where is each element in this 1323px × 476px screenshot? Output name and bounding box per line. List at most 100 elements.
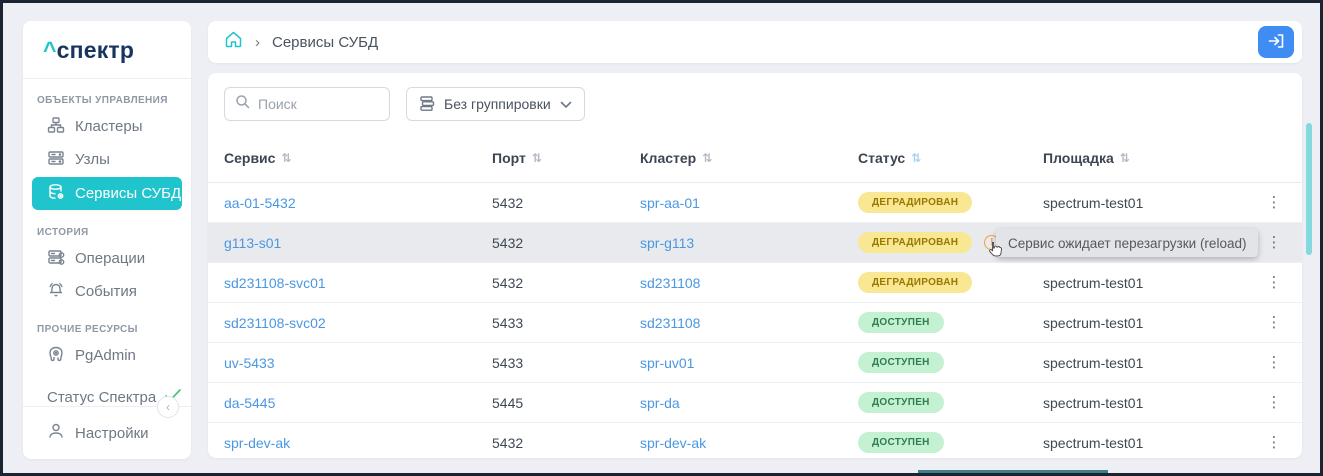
status-badge: ДЕГРАДИРОВАН: [858, 232, 973, 253]
logo-text: спектр: [56, 37, 135, 63]
site-value: spectrum-test01: [1043, 194, 1144, 211]
chevron-left-icon: ‹: [166, 400, 170, 414]
sort-icon[interactable]: ⇅: [702, 150, 713, 165]
status-badge: ДЕГРАДИРОВАН: [858, 272, 973, 293]
row-menu-button[interactable]: ⋮: [1266, 193, 1282, 211]
service-link[interactable]: da-5445: [224, 394, 276, 411]
sidebar-item-label: Узлы: [75, 151, 110, 168]
sidebar-section-history: ИСТОРИЯ: [37, 227, 89, 238]
sidebar-item-events[interactable]: События: [23, 275, 191, 308]
row-menu-button[interactable]: ⋮: [1266, 233, 1282, 251]
status-badge: ДОСТУПЕН: [858, 432, 944, 453]
column-header-service[interactable]: Сервис ⇅: [224, 150, 492, 166]
search-input[interactable]: [258, 96, 368, 112]
column-header-port[interactable]: Порт ⇅: [492, 150, 640, 166]
cluster-link[interactable]: sd231108: [640, 314, 701, 331]
table-header-row: Сервис ⇅ Порт ⇅ Кластер ⇅ Статус ⇅ Площадка ⇅: [208, 133, 1302, 183]
table-row: sd231108-svc01 5432 sd231108 ДЕГРАДИРОВА…: [208, 263, 1302, 303]
sidebar-item-clusters[interactable]: Кластеры: [23, 110, 191, 143]
user-icon: [47, 422, 65, 444]
services-panel: Без группировки Сервис ⇅ Порт ⇅ Кластер ⇅ С…: [208, 73, 1302, 463]
service-link[interactable]: spr-dev-ak: [224, 434, 291, 451]
grouping-select[interactable]: Без группировки: [406, 87, 585, 121]
search-icon: [235, 94, 250, 114]
cluster-link[interactable]: spr-aa-01: [640, 194, 700, 211]
home-icon[interactable]: [224, 30, 243, 54]
sidebar-section-other: ПРОЧИЕ РЕСУРСЫ: [37, 324, 138, 335]
port-value: 5432: [492, 434, 524, 451]
sort-icon[interactable]: ⇅: [531, 150, 542, 165]
sidebar-item-label: События: [75, 283, 137, 300]
breadcrumb-bar: › Сервисы СУБД: [208, 21, 1302, 63]
service-link[interactable]: uv-5433: [224, 354, 275, 371]
column-label: Порт: [492, 149, 526, 166]
port-value: 5433: [492, 354, 524, 371]
grouping-icon: [419, 95, 435, 114]
breadcrumb-separator: ›: [255, 33, 260, 51]
column-label: Сервис: [224, 149, 276, 166]
site-value: spectrum-test01: [1043, 434, 1144, 451]
site-value: spectrum-test01: [1043, 394, 1144, 411]
column-label: Кластер: [640, 149, 697, 166]
column-label: Статус: [858, 149, 906, 166]
column-header-cluster[interactable]: Кластер ⇅: [640, 150, 858, 166]
cluster-link[interactable]: sd231108: [640, 274, 701, 291]
service-link[interactable]: aa-01-5432: [224, 194, 296, 211]
sidebar-item-label: Сервисы СУБД: [75, 185, 182, 202]
table-row: uv-5433 5433 spr-uv01 ДОСТУПЕН spectrum-…: [208, 343, 1302, 383]
table-row: spr-dev-ak 5432 spr-dev-ak ДОСТУПЕН spec…: [208, 423, 1302, 463]
sidebar-item-db-services[interactable]: Сервисы СУБД: [32, 177, 182, 210]
column-header-status[interactable]: Статус ⇅: [858, 150, 1043, 166]
service-link[interactable]: sd231108-svc01: [224, 274, 326, 291]
cluster-link[interactable]: spr-g113: [640, 234, 695, 251]
status-badge: ДОСТУПЕН: [858, 352, 944, 373]
vertical-scrollbar-thumb[interactable]: [1306, 123, 1312, 255]
app-logo: ^спектр: [23, 21, 191, 79]
status-badge: ДОСТУПЕН: [858, 392, 944, 413]
horizontal-scrollbar-thumb[interactable]: [918, 470, 1108, 473]
sidebar-item-operations[interactable]: Операции: [23, 242, 191, 275]
sidebar-item-nodes[interactable]: Узлы: [23, 143, 191, 176]
cluster-link[interactable]: spr-da: [640, 394, 680, 411]
row-menu-button[interactable]: ⋮: [1266, 353, 1282, 371]
sidebar-item-label: Статус Спектра: [47, 388, 157, 406]
sidebar-item-pgadmin[interactable]: PgAdmin: [23, 339, 191, 372]
sidebar-item-settings[interactable]: Настройки: [23, 407, 191, 459]
row-menu-button[interactable]: ⋮: [1266, 393, 1282, 411]
events-icon: [47, 281, 65, 303]
service-link[interactable]: sd231108-svc02: [224, 314, 326, 331]
sort-icon[interactable]: ⇅: [281, 150, 292, 165]
search-box[interactable]: [224, 87, 390, 121]
sidebar-collapse-button[interactable]: ‹: [157, 396, 179, 418]
column-label: Площадка: [1043, 149, 1114, 166]
operations-icon: [47, 248, 65, 270]
table-row: aa-01-5432 5432 spr-aa-01 ДЕГРАДИРОВАН s…: [208, 183, 1302, 223]
sidebar-item-label: PgAdmin: [75, 347, 136, 364]
pgadmin-elephant-icon: [47, 345, 65, 367]
table-row: da-5445 5445 spr-da ДОСТУПЕН spectrum-te…: [208, 383, 1302, 423]
column-header-site[interactable]: Площадка ⇅: [1043, 150, 1262, 166]
row-menu-button[interactable]: ⋮: [1266, 313, 1282, 331]
sidebar-footer: ‹ Настройки: [23, 396, 191, 459]
breadcrumb-current: Сервисы СУБД: [272, 33, 379, 51]
row-menu-button[interactable]: ⋮: [1266, 273, 1282, 291]
port-value: 5432: [492, 274, 524, 291]
logout-button[interactable]: [1258, 26, 1294, 58]
cluster-link[interactable]: spr-uv01: [640, 354, 695, 371]
row-menu-button[interactable]: ⋮: [1266, 433, 1282, 451]
logo-caret-mark: ^: [43, 37, 57, 63]
table-row: sd231108-svc02 5433 sd231108 ДОСТУПЕН sp…: [208, 303, 1302, 343]
sort-icon-active[interactable]: ⇅: [911, 150, 922, 165]
port-value: 5432: [492, 234, 524, 251]
sidebar-item-label: Кластеры: [75, 118, 143, 135]
port-value: 5433: [492, 314, 524, 331]
grouping-label: Без группировки: [444, 96, 551, 112]
reload-tooltip: Сервис ожидает перезагрузки (reload): [996, 229, 1259, 257]
sidebar-section-objects: ОБЪЕКТЫ УПРАВЛЕНИЯ: [37, 95, 168, 106]
nodes-icon: [47, 149, 65, 171]
status-badge: ДОСТУПЕН: [858, 312, 944, 333]
sidebar-item-label: Настройки: [75, 424, 149, 442]
service-link[interactable]: g113-s01: [224, 234, 282, 251]
cluster-link[interactable]: spr-dev-ak: [640, 434, 707, 451]
sort-icon[interactable]: ⇅: [1119, 150, 1130, 165]
